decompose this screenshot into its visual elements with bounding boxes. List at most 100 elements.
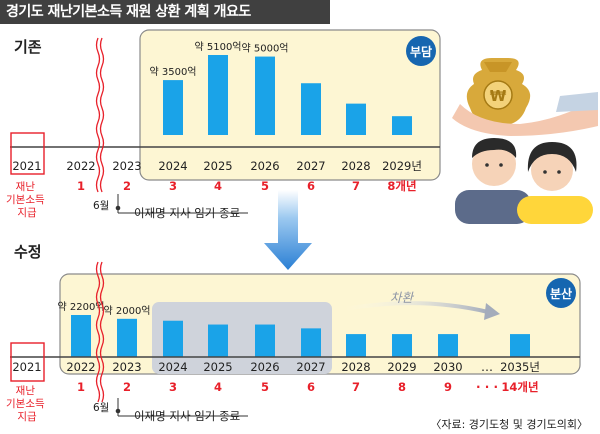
year-count: 9: [444, 380, 452, 394]
axis-ellipsis: …: [481, 360, 493, 374]
bar: [301, 328, 321, 357]
year-counts-original: 1 2 3 4 5 6 7 8개년: [77, 179, 417, 193]
year-count: 3: [169, 380, 177, 394]
section-label-original: 기존: [14, 38, 42, 56]
axis-year: 2035년: [500, 360, 540, 374]
year-count: 1: [77, 380, 85, 394]
section-label-revised: 수정: [14, 243, 42, 261]
badge-revised: 분산: [550, 286, 572, 301]
year-count: 1: [77, 179, 85, 193]
year-count: 2: [123, 179, 131, 193]
bars-revised: [71, 315, 530, 357]
bar: [392, 334, 412, 357]
year-counts-revised: 1 2 3 4 5 6 7 8 9 14개년: [77, 380, 539, 394]
start-label-original: 재난 기본소득 지급: [6, 181, 48, 219]
shift-label: 차환: [390, 290, 415, 305]
axis-year: 2030: [433, 360, 462, 374]
axis-year: 2025: [203, 360, 232, 374]
axis-year: 2021: [12, 159, 41, 173]
axis-year: 2029: [387, 360, 416, 374]
data-label: 약 5000억: [241, 43, 288, 55]
shift-arrow-head: [484, 303, 500, 320]
badge-circle-original: [406, 36, 436, 66]
panel-original: [139, 29, 441, 181]
year-count: 5: [261, 380, 269, 394]
axis-year: 2022: [66, 360, 95, 374]
money-bag-illustration: ₩: [452, 58, 598, 136]
year-count: 5: [261, 179, 269, 193]
data-label: 약 3500억: [149, 66, 196, 78]
start-label-revised: 재난 기본소득 지급: [6, 385, 48, 423]
couple-illustration: [455, 138, 593, 224]
shifted-period-shade: [152, 302, 332, 374]
term-end-marker-revised-2: [99, 261, 105, 403]
bar: [117, 318, 137, 357]
badge-circle-revised: [546, 278, 576, 308]
svg-text:₩: ₩: [490, 87, 507, 105]
year-count: 6: [307, 179, 315, 193]
data-label: 약 2200억: [57, 301, 104, 313]
year-count: 7: [352, 380, 360, 394]
badge-original: 부담: [410, 44, 432, 59]
month-label-revised: 6월: [93, 402, 109, 414]
axis-year: 2024: [158, 159, 187, 173]
start-year-box-revised: [10, 342, 45, 382]
axis-year: 2023: [112, 159, 141, 173]
year-count: 14개년: [501, 380, 538, 394]
bar: [255, 56, 275, 135]
bar: [208, 55, 228, 135]
revision-arrow: [264, 190, 312, 270]
axis-year: 2021: [12, 360, 41, 374]
axis-years-revised: 2021 2022 2023 2024 2025 2026 2027 2028 2029 2030…: [12, 360, 540, 374]
shift-arrow: [344, 301, 489, 314]
year-count: 6: [307, 380, 315, 394]
event-label-original: 이재명 지사 임기 종료: [134, 206, 240, 220]
bar: [510, 334, 530, 357]
year-count: 8: [398, 380, 406, 394]
axis-year: 2028: [341, 159, 370, 173]
bar: [163, 80, 183, 135]
bar: [392, 116, 412, 135]
axis-year: 2029년: [382, 159, 422, 173]
bar: [346, 103, 366, 135]
axis-year: 2026: [250, 360, 279, 374]
bar: [163, 320, 183, 357]
bar: [255, 324, 275, 357]
event-dot-revised: [115, 408, 121, 414]
bar: [438, 334, 458, 357]
year-count: 8개년: [387, 179, 416, 193]
year-count: 2: [123, 380, 131, 394]
bar: [71, 315, 91, 357]
chart-title: 경기도 재난기본소득 재원 상환 계획 개요도: [0, 0, 330, 24]
event-dot-original: [115, 205, 121, 211]
axis-year: 2027: [296, 360, 325, 374]
start-year-box-original: [10, 132, 45, 175]
bar: [208, 324, 228, 357]
axis-year: 2026: [250, 159, 279, 173]
axis-year: 2025: [203, 159, 232, 173]
year-count: 7: [352, 179, 360, 193]
bar: [301, 83, 321, 135]
axis-year: 2027: [296, 159, 325, 173]
data-label: 약 2000억: [103, 305, 150, 317]
bar: [346, 334, 366, 357]
source-note: 〈자료: 경기도청 및 경기도의회〉: [430, 418, 588, 431]
axis-year: 2024: [158, 360, 187, 374]
month-label-original: 6월: [93, 200, 109, 212]
event-label-revised: 이재명 지사 임기 종료: [134, 409, 240, 423]
year-count: 4: [214, 179, 222, 193]
count-ellipsis: · · ·: [476, 380, 498, 394]
axis-years-original: 2021 2022 2023 2024 2025 2026 2027 2028 2029년: [12, 159, 422, 173]
bars-original: [163, 55, 412, 135]
term-end-marker-original: [95, 37, 101, 193]
axis-year: 2028: [341, 360, 370, 374]
term-end-marker-original-2: [99, 37, 105, 193]
term-end-marker-revised: [95, 261, 101, 403]
data-labels-original: 약 3500억 약 5100억 약 5000억: [149, 41, 288, 78]
axis-year: 2023: [112, 360, 141, 374]
axis-year: 2022: [66, 159, 95, 173]
year-count: 4: [214, 380, 222, 394]
